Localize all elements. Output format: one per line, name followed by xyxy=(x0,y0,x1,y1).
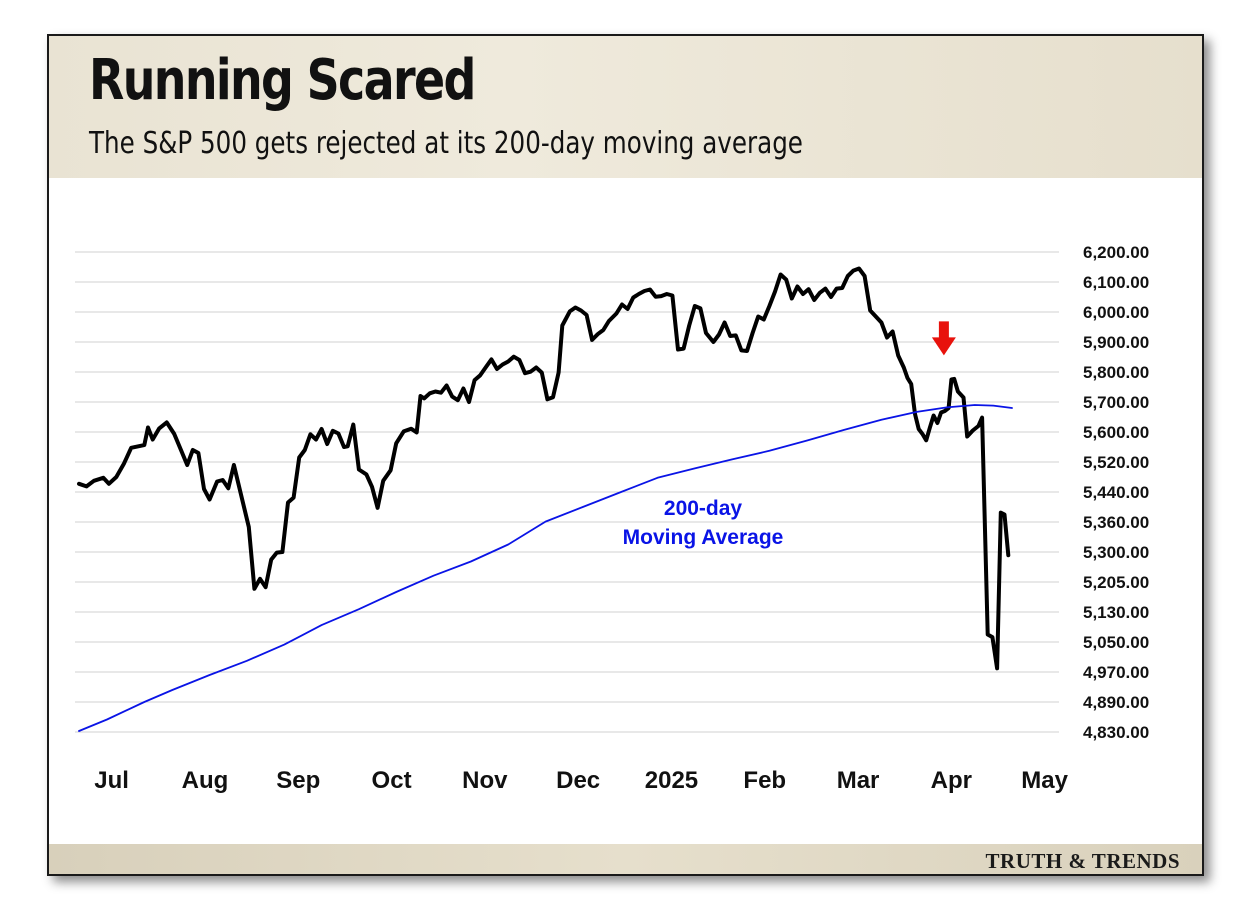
series-lines xyxy=(77,266,1013,732)
x-tick-label: Feb xyxy=(743,767,786,794)
moving-average-label-line2: Moving Average xyxy=(623,526,784,549)
y-tick-label: 5,130.00 xyxy=(1083,603,1149,622)
chart-subtitle: The S&P 500 gets rejected at its 200-day… xyxy=(89,126,803,161)
y-tick-label: 5,600.00 xyxy=(1083,423,1149,442)
y-axis-tick-labels: 6,200.00 6,100.00 6,000.00 5,900.00 5,800.00… xyxy=(1083,243,1149,742)
y-tick-label: 5,050.00 xyxy=(1083,633,1149,652)
y-tick-label: 6,100.00 xyxy=(1083,273,1149,292)
x-tick-label: 2025 xyxy=(645,767,698,794)
sp500-price-line xyxy=(77,266,1011,671)
x-axis-tick-labels: Jul Aug Sep Oct Nov Dec 2025 Feb Mar Apr May xyxy=(94,767,1068,794)
brand-logo-text: TRUTH & TRENDS xyxy=(985,849,1180,873)
moving-average-label-line1: 200-day xyxy=(664,497,743,520)
x-tick-label: Apr xyxy=(931,767,972,794)
y-tick-label: 5,360.00 xyxy=(1083,513,1149,532)
annotations: 200-day Moving Average xyxy=(623,321,956,549)
y-tick-label: 5,300.00 xyxy=(1083,543,1149,562)
x-tick-label: Aug xyxy=(182,767,229,794)
y-tick-label: 5,205.00 xyxy=(1083,573,1149,592)
y-tick-label: 5,440.00 xyxy=(1083,483,1149,502)
line-chart: 6,200.00 6,100.00 6,000.00 5,900.00 5,800.00… xyxy=(75,243,1149,794)
chart-footer: TRUTH & TRENDS xyxy=(49,844,1202,874)
x-tick-label: Dec xyxy=(556,767,600,794)
chart-title: Running Scared xyxy=(89,48,476,113)
y-tick-label: 4,970.00 xyxy=(1083,663,1149,682)
y-tick-label: 5,700.00 xyxy=(1083,393,1149,412)
y-tick-label: 5,520.00 xyxy=(1083,453,1149,472)
x-tick-label: Sep xyxy=(276,767,320,794)
moving-average-line xyxy=(78,404,1013,732)
chart-card: Running Scared The S&P 500 gets rejected… xyxy=(47,34,1204,876)
y-tick-label: 5,900.00 xyxy=(1083,333,1149,352)
rejection-arrow-icon xyxy=(931,321,956,356)
x-tick-label: May xyxy=(1021,767,1068,794)
grid-lines xyxy=(75,251,1059,733)
chart-header: Running Scared The S&P 500 gets rejected… xyxy=(49,36,1202,178)
y-tick-label: 5,800.00 xyxy=(1083,363,1149,382)
y-tick-label: 6,000.00 xyxy=(1083,303,1149,322)
y-tick-label: 4,830.00 xyxy=(1083,723,1149,742)
x-tick-label: Nov xyxy=(462,767,508,794)
y-tick-label: 4,890.00 xyxy=(1083,693,1149,712)
x-tick-label: Oct xyxy=(372,767,412,794)
x-tick-label: Jul xyxy=(94,767,129,794)
y-tick-label: 6,200.00 xyxy=(1083,243,1149,262)
x-tick-label: Mar xyxy=(837,767,880,794)
